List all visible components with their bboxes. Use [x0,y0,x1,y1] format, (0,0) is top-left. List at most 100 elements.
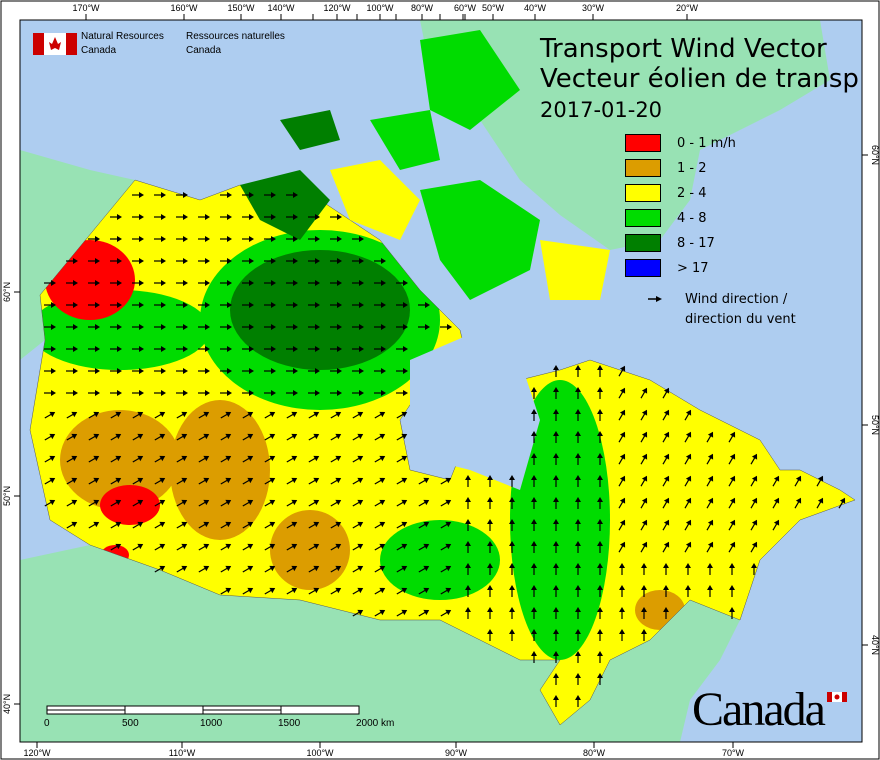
wind-arrow [728,453,736,465]
wind-arrow [154,499,166,507]
axis-tick-label: 60°W [454,3,477,13]
wind-arrow [132,455,144,463]
wind-arrow [264,390,276,396]
wind-arrow [396,368,408,374]
wind-arrow [640,453,648,465]
wind-arrow [176,258,188,264]
wind-arrow [220,390,232,396]
wind-arrow [531,431,537,443]
wind-arrow [110,324,122,330]
wind-arrow [330,236,342,242]
wind-arrow [641,585,647,597]
wind-arrow [286,499,298,507]
axis-tick-label: 60°N [870,145,880,165]
wind-arrow [330,499,342,507]
wind-arrow [531,651,537,663]
wind-arrow [264,302,276,308]
wind-arrow [440,324,452,330]
wind-arrow [729,563,735,575]
wind-arrow [44,368,56,374]
wind-arrow [728,541,736,553]
wind-arrow [110,455,122,463]
wind-arrow [44,324,56,330]
wind-arrow [575,629,581,641]
wind-arrow [575,365,581,377]
wind-arrow [308,324,320,330]
legend-arrow-label: Wind direction / direction du vent [685,292,796,327]
wind-arrow [242,455,254,463]
wordmark-flag [827,692,847,702]
usa-land [20,545,740,742]
wind-arrow [220,433,232,441]
wind-arrow [418,324,430,330]
wind-arrow [220,587,232,595]
axis-tick-label: 170°W [72,3,100,13]
wind-arrow [575,497,581,509]
wind-arrow [706,497,714,509]
wind-arrow [352,499,364,507]
wind-arrow [396,280,408,286]
wind-arrow [44,411,56,419]
wind-arrow [286,236,298,242]
wind-arrow [308,587,320,595]
wind-arrow [396,477,408,485]
wind-arrow [597,585,603,597]
wind-arrow [220,565,232,573]
wind-arrow [374,521,386,529]
wind-arrow [531,541,537,553]
wind-arrow [396,499,408,507]
wind-arrow [88,433,100,441]
wind-arrow [440,477,452,485]
wind-arrow [44,302,56,308]
wind-arrow [396,411,408,419]
wind-arrow [509,563,515,575]
wind-arrow [750,519,758,531]
wind-arrow [597,629,603,641]
wind-arrow [154,565,166,573]
wind-arrow [176,543,188,551]
wind-arrow [352,324,364,330]
wind-arrow [242,236,254,242]
wind-arrow [66,521,78,529]
wind-arrow [531,497,537,509]
scale-label: 2000 km [356,718,395,729]
wind-arrow [198,565,210,573]
wind-arrow [330,587,342,595]
wind-arrow [242,302,254,308]
wind-arrow [66,302,78,308]
wind-arrow [220,346,232,352]
wind-arrow [44,346,56,352]
title-english: Transport Wind Vector [540,34,827,64]
wind-arrow [597,651,603,663]
wind-arrow [132,390,144,396]
wind-arrow [707,563,713,575]
axis-tick-label: 90°W [445,748,468,758]
wind-arrow [531,585,537,597]
wind-arrow [618,475,626,487]
map-date: 2017-01-20 [540,98,663,122]
wind-arrow [66,346,78,352]
scale-label: 500 [122,718,139,729]
wind-arrow [352,565,364,573]
axis-tick-label: 100°W [366,3,394,13]
wind-arrow [220,499,232,507]
wind-arrow [465,519,471,531]
hudson-bay [410,330,540,490]
wind-arrow [374,258,386,264]
wind-arrow [597,563,603,575]
wind-arrow [264,192,276,198]
wind-arrow [750,453,758,465]
wind-arrow [396,543,408,551]
wind-arrow [132,280,144,286]
wind-arrow [264,280,276,286]
wind-arrow [374,609,386,617]
wind-arrow [794,497,802,509]
wind-arrow [575,695,581,707]
wind-arrow [662,475,670,487]
wind-arrow [706,541,714,553]
wind-arrow [220,455,232,463]
wind-arrow [264,455,276,463]
wind-arrow [110,390,122,396]
wind-arrow [465,607,471,619]
wind-arrow [640,409,648,421]
